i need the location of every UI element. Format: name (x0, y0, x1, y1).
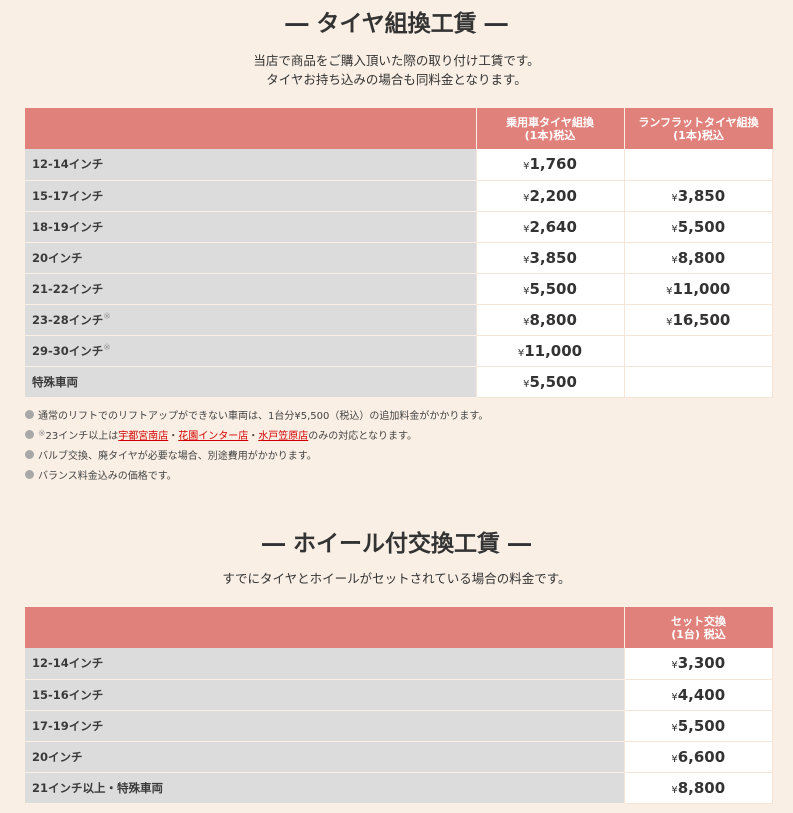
car-price-cell: ¥1,760 (476, 149, 625, 181)
bullet-icon (25, 409, 34, 419)
bullet-icon (25, 469, 34, 479)
runflat-price-cell: ¥16,500 (624, 304, 773, 336)
bullet-icon (25, 449, 34, 459)
table-row: 18-19インチ ¥2,640 ¥5,500 (25, 211, 773, 243)
table-row: 29-30インチ※ ¥11,000 (25, 335, 773, 367)
table-row: 23-28インチ※ ¥8,800 ¥16,500 (25, 304, 773, 336)
car-price: 1,760 (529, 155, 577, 174)
car-price: 3,850 (529, 248, 577, 267)
set-price-cell: ¥6,600 (624, 741, 773, 773)
wheel-subtitle: すでにタイヤとホイールがセットされている場合の料金です。 (222, 571, 571, 586)
table-row: 15-17インチ ¥2,200 ¥3,850 (25, 180, 773, 212)
runflat-price: 8,800 (677, 248, 726, 267)
set-price-cell: ¥5,500 (624, 710, 773, 742)
tire-subtitle-1: 当店で商品をご購入頂いた際の取り付け工賃です。 (253, 53, 540, 68)
header-size (25, 108, 477, 149)
set-price-cell: ¥4,400 (624, 679, 773, 711)
size-cell: 18-19インチ (25, 211, 477, 243)
tire-price-table: 乗用車タイヤ組換 (1本)税込 ランフラットタイヤ組換 (1本)税込 12-14イン… (25, 108, 773, 398)
size-cell: 12-14インチ (25, 149, 477, 181)
runflat-price-cell: ¥8,800 (624, 242, 773, 274)
table-row: 21インチ以上・特殊車両 ¥8,800 (25, 772, 773, 804)
car-price-cell: ¥5,500 (476, 273, 625, 305)
car-price-cell: ¥11,000 (476, 335, 625, 367)
size-cell: 特殊車両 (25, 366, 477, 398)
runflat-price: 16,500 (672, 310, 731, 329)
car-price: 5,500 (529, 279, 577, 298)
runflat-price-cell: ¥5,500 (624, 211, 773, 243)
size-cell: 15-16インチ (25, 679, 625, 711)
car-price-cell: ¥3,850 (476, 242, 625, 274)
header-car: 乗用車タイヤ組換 (1本)税込 (476, 108, 625, 149)
notes-list: 通常のリフトでのリフトアップができない車両は、1台分¥5,500（税込）の追加料… (25, 404, 488, 484)
header-set: セット交換 (1台) 税込 (624, 607, 773, 648)
table-row: 15-16インチ ¥4,400 (25, 679, 773, 711)
tire-subtitle-2: タイヤお持ち込みの場合も同料金となります。 (266, 72, 527, 87)
car-price-cell: ¥8,800 (476, 304, 625, 336)
car-price: 11,000 (524, 341, 583, 360)
note-item: バランス料金込みの価格です。 (25, 464, 488, 484)
table-row: 20インチ ¥3,850 ¥8,800 (25, 242, 773, 274)
car-price-cell: ¥5,500 (476, 366, 625, 398)
store-link-hanazono[interactable]: 花園インター店 (178, 430, 249, 442)
runflat-price-cell: ¥3,850 (624, 180, 773, 212)
note-item: 通常のリフトでのリフトアップができない車両は、1台分¥5,500（税込）の追加料… (25, 404, 488, 424)
runflat-price-cell (624, 149, 773, 181)
car-price: 8,800 (529, 310, 577, 329)
size-cell: 29-30インチ※ (25, 335, 477, 367)
table-row: 21-22インチ ¥5,500 ¥11,000 (25, 273, 773, 305)
table-row: 特殊車両 ¥5,500 (25, 366, 773, 398)
size-cell: 17-19インチ (25, 710, 625, 742)
set-price-cell: ¥3,300 (624, 648, 773, 680)
car-price: 5,500 (529, 372, 577, 391)
set-price-cell: ¥8,800 (624, 772, 773, 804)
table-row: 12-14インチ ¥1,760 (25, 149, 773, 181)
size-cell: 21-22インチ (25, 273, 477, 305)
runflat-price-cell: ¥11,000 (624, 273, 773, 305)
runflat-price-cell (624, 366, 773, 398)
runflat-price: 3,850 (677, 186, 726, 205)
store-link-utsunomiya[interactable]: 宇都宮南店 (118, 430, 169, 442)
header-size (25, 607, 625, 648)
size-cell: 20インチ (25, 242, 477, 274)
tire-section-title: ― タイヤ組換工賃 ― (285, 11, 508, 37)
wheel-section-title: ― ホイール付交換工賃 ― (261, 531, 531, 557)
note-item: バルブ交換、廃タイヤが必要な場合、別途費用がかかります。 (25, 444, 488, 464)
size-cell: 12-14インチ (25, 648, 625, 680)
car-price-cell: ¥2,640 (476, 211, 625, 243)
note-item: ※ 23インチ以上は 宇都宮南店・花園インター店・水戸笠原店 のみの対応となります。 (25, 424, 488, 444)
bullet-icon (25, 429, 34, 439)
header-runflat: ランフラットタイヤ組換 (1本)税込 (624, 108, 773, 149)
size-cell: 15-17インチ (25, 180, 477, 212)
wheel-price-table: セット交換 (1台) 税込 12-14インチ ¥3,300 15-16インチ ¥4,… (25, 607, 773, 804)
car-price-cell: ¥2,200 (476, 180, 625, 212)
runflat-price: 5,500 (677, 217, 726, 236)
runflat-price: 11,000 (672, 279, 731, 298)
car-price: 2,640 (529, 217, 577, 236)
runflat-price-cell (624, 335, 773, 367)
table-row: 17-19インチ ¥5,500 (25, 710, 773, 742)
size-cell: 23-28インチ※ (25, 304, 477, 336)
table-row: 12-14インチ ¥3,300 (25, 648, 773, 680)
car-price: 2,200 (529, 186, 577, 205)
table-row: 20インチ ¥6,600 (25, 741, 773, 773)
store-link-mito[interactable]: 水戸笠原店 (258, 430, 309, 442)
size-cell: 20インチ (25, 741, 625, 773)
size-cell: 21インチ以上・特殊車両 (25, 772, 625, 804)
